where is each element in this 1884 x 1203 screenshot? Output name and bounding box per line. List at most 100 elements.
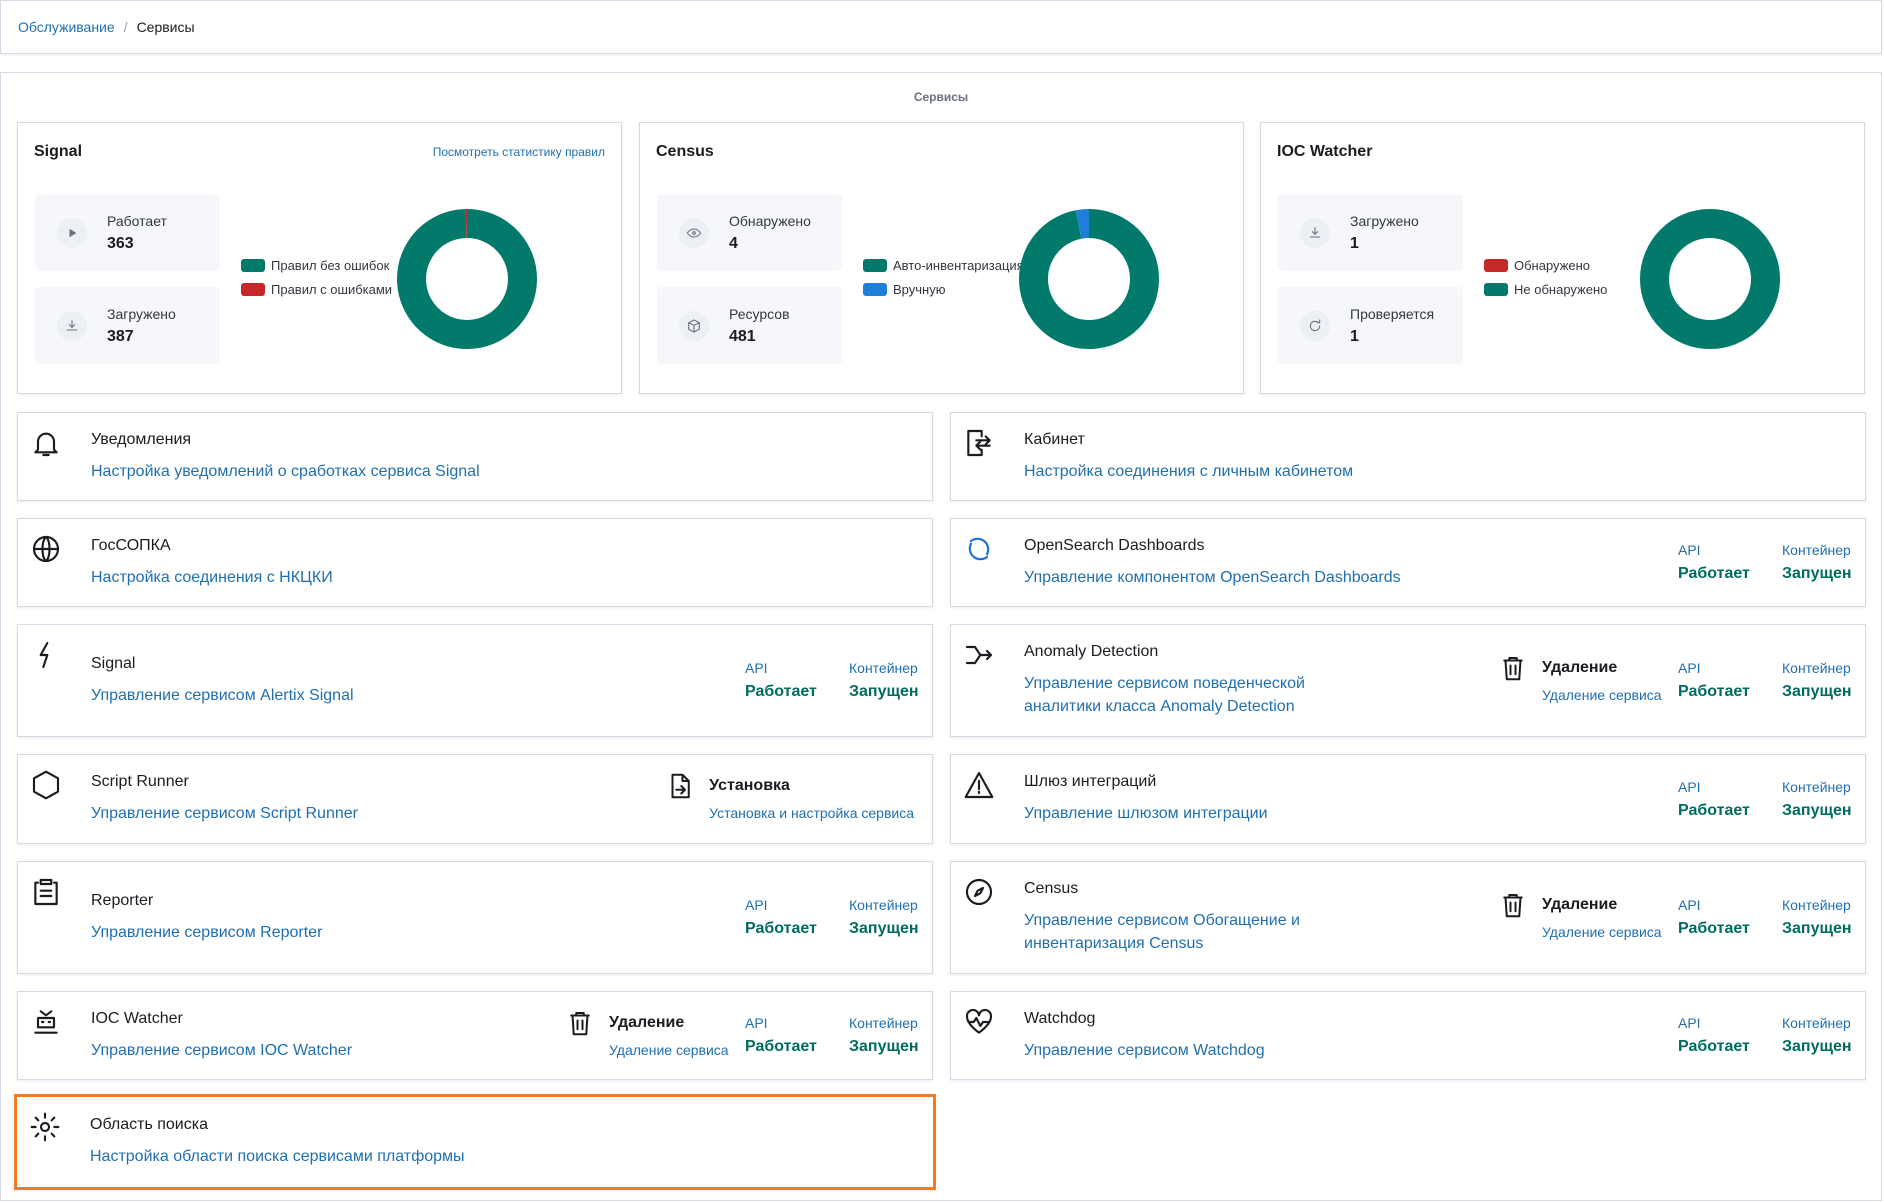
status-value: Работает [1678, 683, 1750, 700]
icon-path [66, 320, 78, 331]
status-col: API Работает [1678, 1015, 1782, 1056]
service-card: ГосСОПКА Настройка соединения с НКЦКИ [17, 518, 933, 607]
service-action[interactable]: Установка Установка и настройка сервиса [665, 773, 932, 821]
service-link[interactable]: Управление компонентом OpenSearch Dashbo… [1024, 568, 1401, 586]
service-action[interactable]: Удаление Удаление сервиса [565, 1011, 745, 1058]
status-value: Работает [1678, 801, 1750, 819]
stat-card-title: Signal [34, 143, 83, 160]
service-action[interactable]: Удаление Удаление сервиса [1498, 656, 1678, 703]
legend-swatch [241, 283, 265, 296]
service-card: Script Runner Управление сервисом Script … [17, 754, 933, 844]
service-link[interactable]: Настройка соединения с НКЦКИ [91, 568, 333, 586]
legend-item: Правил без ошибок [241, 258, 389, 273]
icon-path [30, 1112, 60, 1142]
service-title: Reporter [91, 891, 154, 909]
stat-label: Обнаружено [729, 213, 811, 229]
service-title: Watchdog [1024, 1009, 1096, 1027]
legend-label: Не обнаружено [1514, 282, 1608, 297]
action-subtitle: Установка и настройка сервиса [709, 805, 914, 821]
status-col: Контейнер Запущен [1782, 897, 1865, 938]
service-card: Область поиска Настройка области поиска с… [14, 1094, 936, 1190]
service-body: ГосСОПКА Настройка соединения с НКЦКИ [91, 537, 932, 589]
status-value: Работает [745, 920, 817, 937]
service-link[interactable]: Управление сервисом поведенческой аналит… [1024, 675, 1305, 715]
stat-card-title: IOC Watcher [1277, 143, 1373, 160]
service-card: Watchdog Управление сервисом Watchdog API Р… [950, 991, 1866, 1080]
icon-path [32, 770, 60, 800]
donut [1019, 209, 1159, 349]
service-body: IOC Watcher Управление сервисом IOC Watch… [91, 1010, 565, 1062]
stat-card: Signal Посмотреть статистику правил Работа… [17, 122, 622, 394]
stat-box: Загружено 387 [35, 287, 220, 364]
stat-card: Census Обнаружено 4 Ресурсов 481 Авто-инвента… [639, 122, 1244, 394]
legend-item: Не обнаружено [1484, 282, 1607, 297]
service-card: Кабинет Настройка соединения с личным каб… [950, 412, 1866, 501]
service-link[interactable]: Настройка уведомлений о сработках сервис… [91, 462, 480, 480]
icon [965, 878, 993, 906]
service-body: Уведомления Настройка уведомлений о срабо… [91, 431, 932, 483]
service-body: Область поиска Настройка области поиска с… [90, 1116, 933, 1168]
icon-path [1309, 319, 1321, 332]
icon-path [34, 878, 58, 906]
service-link[interactable]: Управление сервисом IOC Watcher [91, 1041, 353, 1059]
service-status: API Работает Контейнер Запущен [745, 897, 932, 938]
icon-circle [57, 311, 87, 341]
service-body: OpenSearch Dashboards Управление компонен… [1024, 537, 1678, 589]
service-status: API Работает Контейнер Запущен [1678, 897, 1865, 938]
service-link[interactable]: Управление сервисом Script Runner [91, 805, 358, 822]
service-action[interactable]: Удаление Удаление сервиса [1498, 893, 1678, 940]
service-title: OpenSearch Dashboards [1024, 536, 1205, 554]
legend-swatch [863, 259, 887, 272]
icon-path [32, 535, 60, 563]
stat-label: Ресурсов [729, 306, 790, 322]
action-title: Установка [709, 777, 790, 794]
icon [32, 770, 60, 800]
service-status: API Работает Контейнер Запущен [1678, 779, 1865, 820]
service-body: Watchdog Управление сервисом Watchdog [1024, 1010, 1678, 1062]
status-label: API [1678, 1015, 1701, 1031]
status-label: Контейнер [1782, 660, 1851, 676]
stat-label: Загружено [107, 306, 176, 322]
service-link[interactable]: Настройка области поиска сервисами платф… [90, 1148, 465, 1165]
service-link[interactable]: Настройка соединения с личным кабинетом [1024, 462, 1354, 480]
status-value: Работает [1678, 920, 1750, 937]
legend-item: Авто-инвентаризация [863, 258, 1024, 273]
icon-path [34, 1010, 58, 1034]
icon-path [39, 641, 49, 669]
service-body: Кабинет Настройка соединения с личным каб… [1024, 431, 1865, 483]
breadcrumb-link[interactable]: Обслуживание [18, 19, 115, 35]
action-title: Удаление [1542, 658, 1618, 676]
icon [39, 641, 49, 669]
icon-path [1503, 893, 1523, 917]
service-body: Reporter Управление сервисом Reporter [91, 892, 745, 944]
status-label: API [1678, 897, 1701, 913]
stat-value: 363 [107, 235, 134, 252]
service-link[interactable]: Управление сервисом Обогащение и инвента… [1024, 912, 1300, 952]
icon-path [69, 229, 76, 237]
icon [688, 319, 700, 333]
service-link[interactable]: Управление шлюзом интеграции [1024, 805, 1268, 822]
service-status: API Работает Контейнер Запущен [745, 1015, 932, 1056]
service-link[interactable]: Управление сервисом Watchdog [1024, 1041, 1265, 1059]
stat-link[interactable]: Посмотреть статистику правил [432, 145, 605, 159]
icon [570, 1011, 590, 1035]
icon [671, 773, 690, 799]
status-value: Запущен [849, 683, 919, 700]
donut [397, 208, 537, 349]
icon-path [570, 1011, 590, 1035]
breadcrumb-current: Сервисы [136, 19, 195, 35]
service-link[interactable]: Управление сервисом Reporter [91, 923, 323, 941]
status-label: API [745, 897, 768, 913]
service-card: Census Управление сервисом Обогащение и и… [950, 861, 1866, 974]
icon-path [671, 773, 690, 799]
service-link[interactable]: Управление сервисом Alertix Signal [91, 686, 354, 704]
service-title: Census [1024, 880, 1079, 897]
status-col: API Работает [745, 660, 849, 701]
legend-item: Правил с ошибками [241, 282, 392, 297]
icon [69, 229, 76, 237]
icon-circle [1300, 218, 1330, 248]
icon [32, 535, 60, 563]
status-value: Запущен [849, 1038, 919, 1055]
icon [34, 1010, 58, 1034]
legend-label: Правил с ошибками [271, 282, 393, 297]
